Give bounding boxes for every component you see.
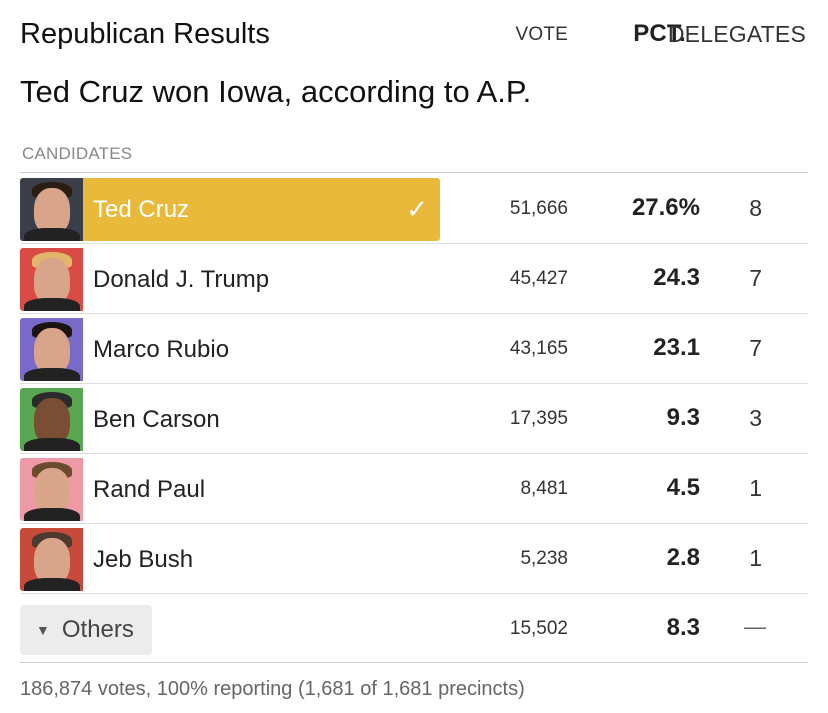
vote-percent: 8.3 [666,614,700,641]
column-header-pct: PCT. [633,20,686,47]
vote-percent: 2.8 [666,544,700,571]
row-divider [20,523,808,524]
caret-down-icon: ▼ [36,622,50,638]
vote-count: 15,502 [509,618,568,639]
row-divider [20,313,808,314]
header-divider [20,172,808,173]
others-row: ▼ Others 15,502 8.3 — [20,594,808,664]
candidate-row[interactable]: Marco Rubio 43,165 23.1 7 [20,314,808,384]
candidate-row[interactable]: Jeb Bush 5,238 2.8 1 [20,524,808,594]
vote-count: 51,666 [509,198,568,219]
footer-divider [20,662,808,663]
vote-count: 8,481 [520,478,568,499]
vote-percent: 24.3 [653,264,700,291]
results-title: Republican Results [20,18,270,50]
vote-count: 17,395 [509,408,568,429]
delegate-count: 1 [749,545,762,571]
candidate-cell[interactable]: Rand Paul [20,458,440,521]
candidate-name: Marco Rubio [93,335,230,363]
column-header-vote: VOTE [515,24,568,45]
candidate-cell[interactable]: Jeb Bush [20,528,440,591]
vote-count: 5,238 [520,548,568,569]
candidate-row[interactable]: Ben Carson 17,395 9.3 3 [20,384,808,454]
delegate-count: 7 [749,335,762,361]
candidate-cell[interactable]: Donald J. Trump [20,248,440,311]
others-label: Others [61,616,134,643]
candidate-name: Ted Cruz [93,195,190,223]
candidate-row[interactable]: Donald J. Trump 45,427 24.3 7 [20,244,808,314]
candidate-photo [20,318,83,381]
vote-percent: 27.6% [631,194,700,221]
delegate-count: — [744,614,766,639]
candidate-cell-winner[interactable]: Ted Cruz ✓ [20,178,440,241]
candidate-photo [20,178,83,241]
column-header-candidates: CANDIDATES [22,144,133,163]
results-subtitle: Ted Cruz won Iowa, according to A.P. [20,74,532,109]
delegate-count: 3 [749,405,762,431]
delegate-count: 7 [749,265,762,291]
candidate-row[interactable]: Ted Cruz ✓ 51,666 27.6% 8 [20,174,808,244]
candidate-photo [20,248,83,311]
candidate-name: Jeb Bush [93,545,194,573]
row-divider [20,453,808,454]
vote-percent: 9.3 [666,404,700,431]
vote-count: 43,165 [509,338,568,359]
candidate-name: Rand Paul [93,475,206,503]
candidate-photo [20,388,83,451]
row-divider [20,243,808,244]
delegate-count: 8 [749,195,762,221]
candidate-name: Ben Carson [93,405,220,433]
row-divider [20,383,808,384]
row-divider [20,593,808,594]
vote-percent: 23.1 [653,334,700,361]
reporting-summary: 186,874 votes, 100% reporting (1,681 of … [20,678,525,700]
delegate-count: 1 [749,475,762,501]
vote-count: 45,427 [509,268,568,289]
vote-percent: 4.5 [666,474,700,501]
checkmark-icon: ✓ [406,194,428,224]
column-header-delegates: DELEGATES [667,21,806,47]
candidate-row[interactable]: Rand Paul 8,481 4.5 1 [20,454,808,524]
candidate-cell[interactable]: Ben Carson [20,388,440,451]
candidate-photo [20,528,83,591]
candidate-photo [20,458,83,521]
candidate-cell[interactable]: Marco Rubio [20,318,440,381]
others-expand-button[interactable]: ▼ Others [20,605,152,655]
candidate-name: Donald J. Trump [93,265,270,293]
